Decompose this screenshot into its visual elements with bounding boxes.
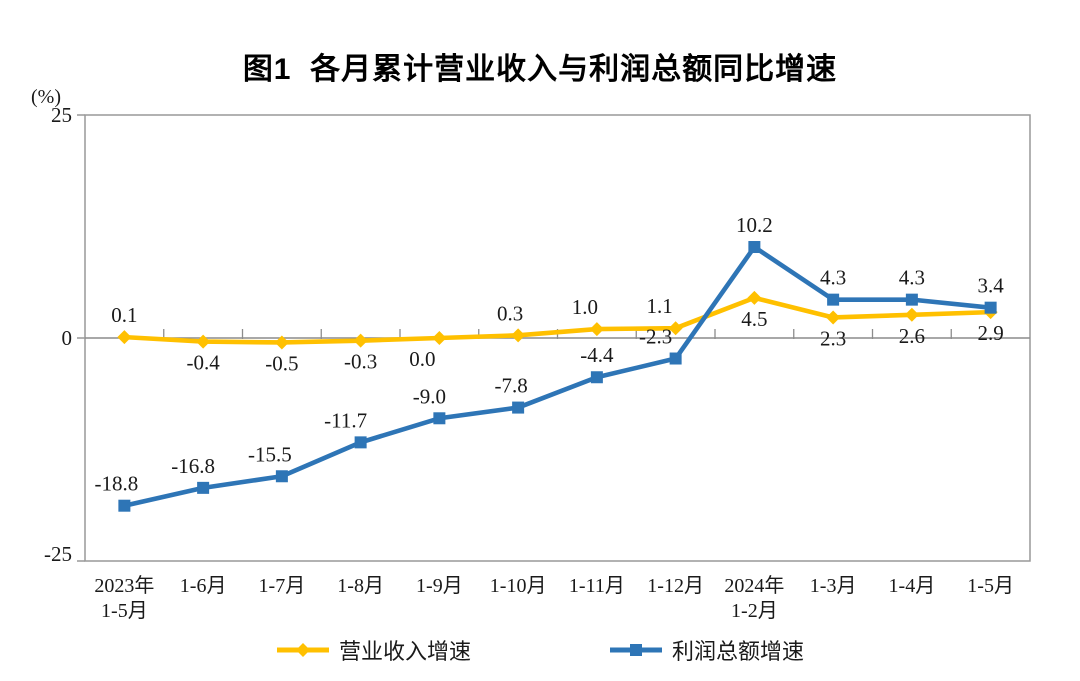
square-marker [590,371,603,384]
data-label: 2.3 [820,326,846,350]
x-axis-category-label: 1-2月 [731,600,778,622]
x-axis-category-label: 1-12月 [647,575,704,597]
diamond-marker [589,322,604,337]
x-axis-category-label: 2024年 [724,574,784,597]
square-marker [118,499,131,512]
x-axis-category-label: 1-5月 [101,600,148,622]
data-label: -0.3 [344,350,377,374]
data-label: -15.5 [248,442,292,466]
x-axis-category-label: 1-11月 [569,575,625,597]
legend-label-profit: 利润总额增速 [672,639,805,664]
square-marker [512,401,525,414]
data-label: -2.3 [639,325,672,349]
series-line-0 [124,295,991,345]
square-marker [748,241,761,254]
diamond-marker [904,307,919,322]
data-label: 1.1 [647,294,673,318]
y-axis-tick-label: -25 [44,542,72,566]
square-marker [354,436,367,449]
square-marker [669,352,682,365]
x-axis-category-label: 1-4月 [889,575,936,597]
data-label: -9.0 [413,384,446,408]
data-label: 2.6 [899,324,925,348]
square-marker [827,293,840,306]
x-axis-category-label: 1-6月 [180,575,227,597]
x-axis-category-label: 1-8月 [337,575,384,597]
chart-title: 图1 各月累计营业收入与利润总额同比增速 [242,53,838,86]
y-axis-tick-label: 0 [62,326,73,350]
data-label: 1.0 [572,295,598,319]
square-marker [197,481,210,494]
x-axis-category-label: 1-7月 [259,575,306,597]
square-marker [275,470,288,483]
diamond-marker [274,335,289,350]
data-label: 3.4 [978,274,1005,298]
diamond-marker [196,334,211,349]
x-axis-category-label: 1-9月 [416,575,463,597]
square-marker [905,293,918,306]
legend: 营业收入增速 利润总额增速 [0,634,1080,666]
x-axis-category-label: 1-5月 [967,575,1014,597]
diamond-marker [353,333,368,348]
square-marker [433,412,446,425]
data-label: -0.5 [265,351,298,375]
legend-label-revenue: 营业收入增速 [338,639,471,664]
data-label: -18.8 [95,472,139,496]
diamond-marker [117,330,132,345]
y-axis-tick-label: 25 [51,103,72,127]
legend-item-profit: 利润总额增速 [609,634,804,666]
data-label: -4.4 [580,343,614,367]
data-label: 0.0 [409,347,435,371]
x-axis-category-label: 2023年 [94,574,154,597]
profit-line-marker-icon [610,644,662,656]
data-label: 4.3 [899,266,925,290]
data-label: 10.2 [736,213,773,237]
diamond-marker [511,328,526,343]
x-axis-category-label: 1-3月 [810,575,857,597]
data-label: -7.8 [495,374,528,398]
diamond-marker [432,331,447,345]
diamond-marker [747,290,762,305]
data-label: 4.5 [741,307,767,331]
data-label: 0.3 [497,301,523,325]
data-label: 0.1 [111,303,137,327]
x-axis-category-label: 1-10月 [490,575,547,597]
series-line-1 [123,244,991,508]
square-marker [984,301,997,314]
diamond-marker [668,321,683,336]
data-label: -0.4 [187,351,221,375]
revenue-line-marker-icon [276,643,329,657]
data-label: -11.7 [324,408,367,432]
data-label: -16.8 [171,454,215,478]
y-axis-unit-label: (%) [31,86,61,108]
diamond-marker [826,310,841,325]
data-label: 2.9 [978,321,1004,345]
legend-item-revenue: 营业收入增速 [276,634,471,666]
data-label: 4.3 [820,266,846,290]
